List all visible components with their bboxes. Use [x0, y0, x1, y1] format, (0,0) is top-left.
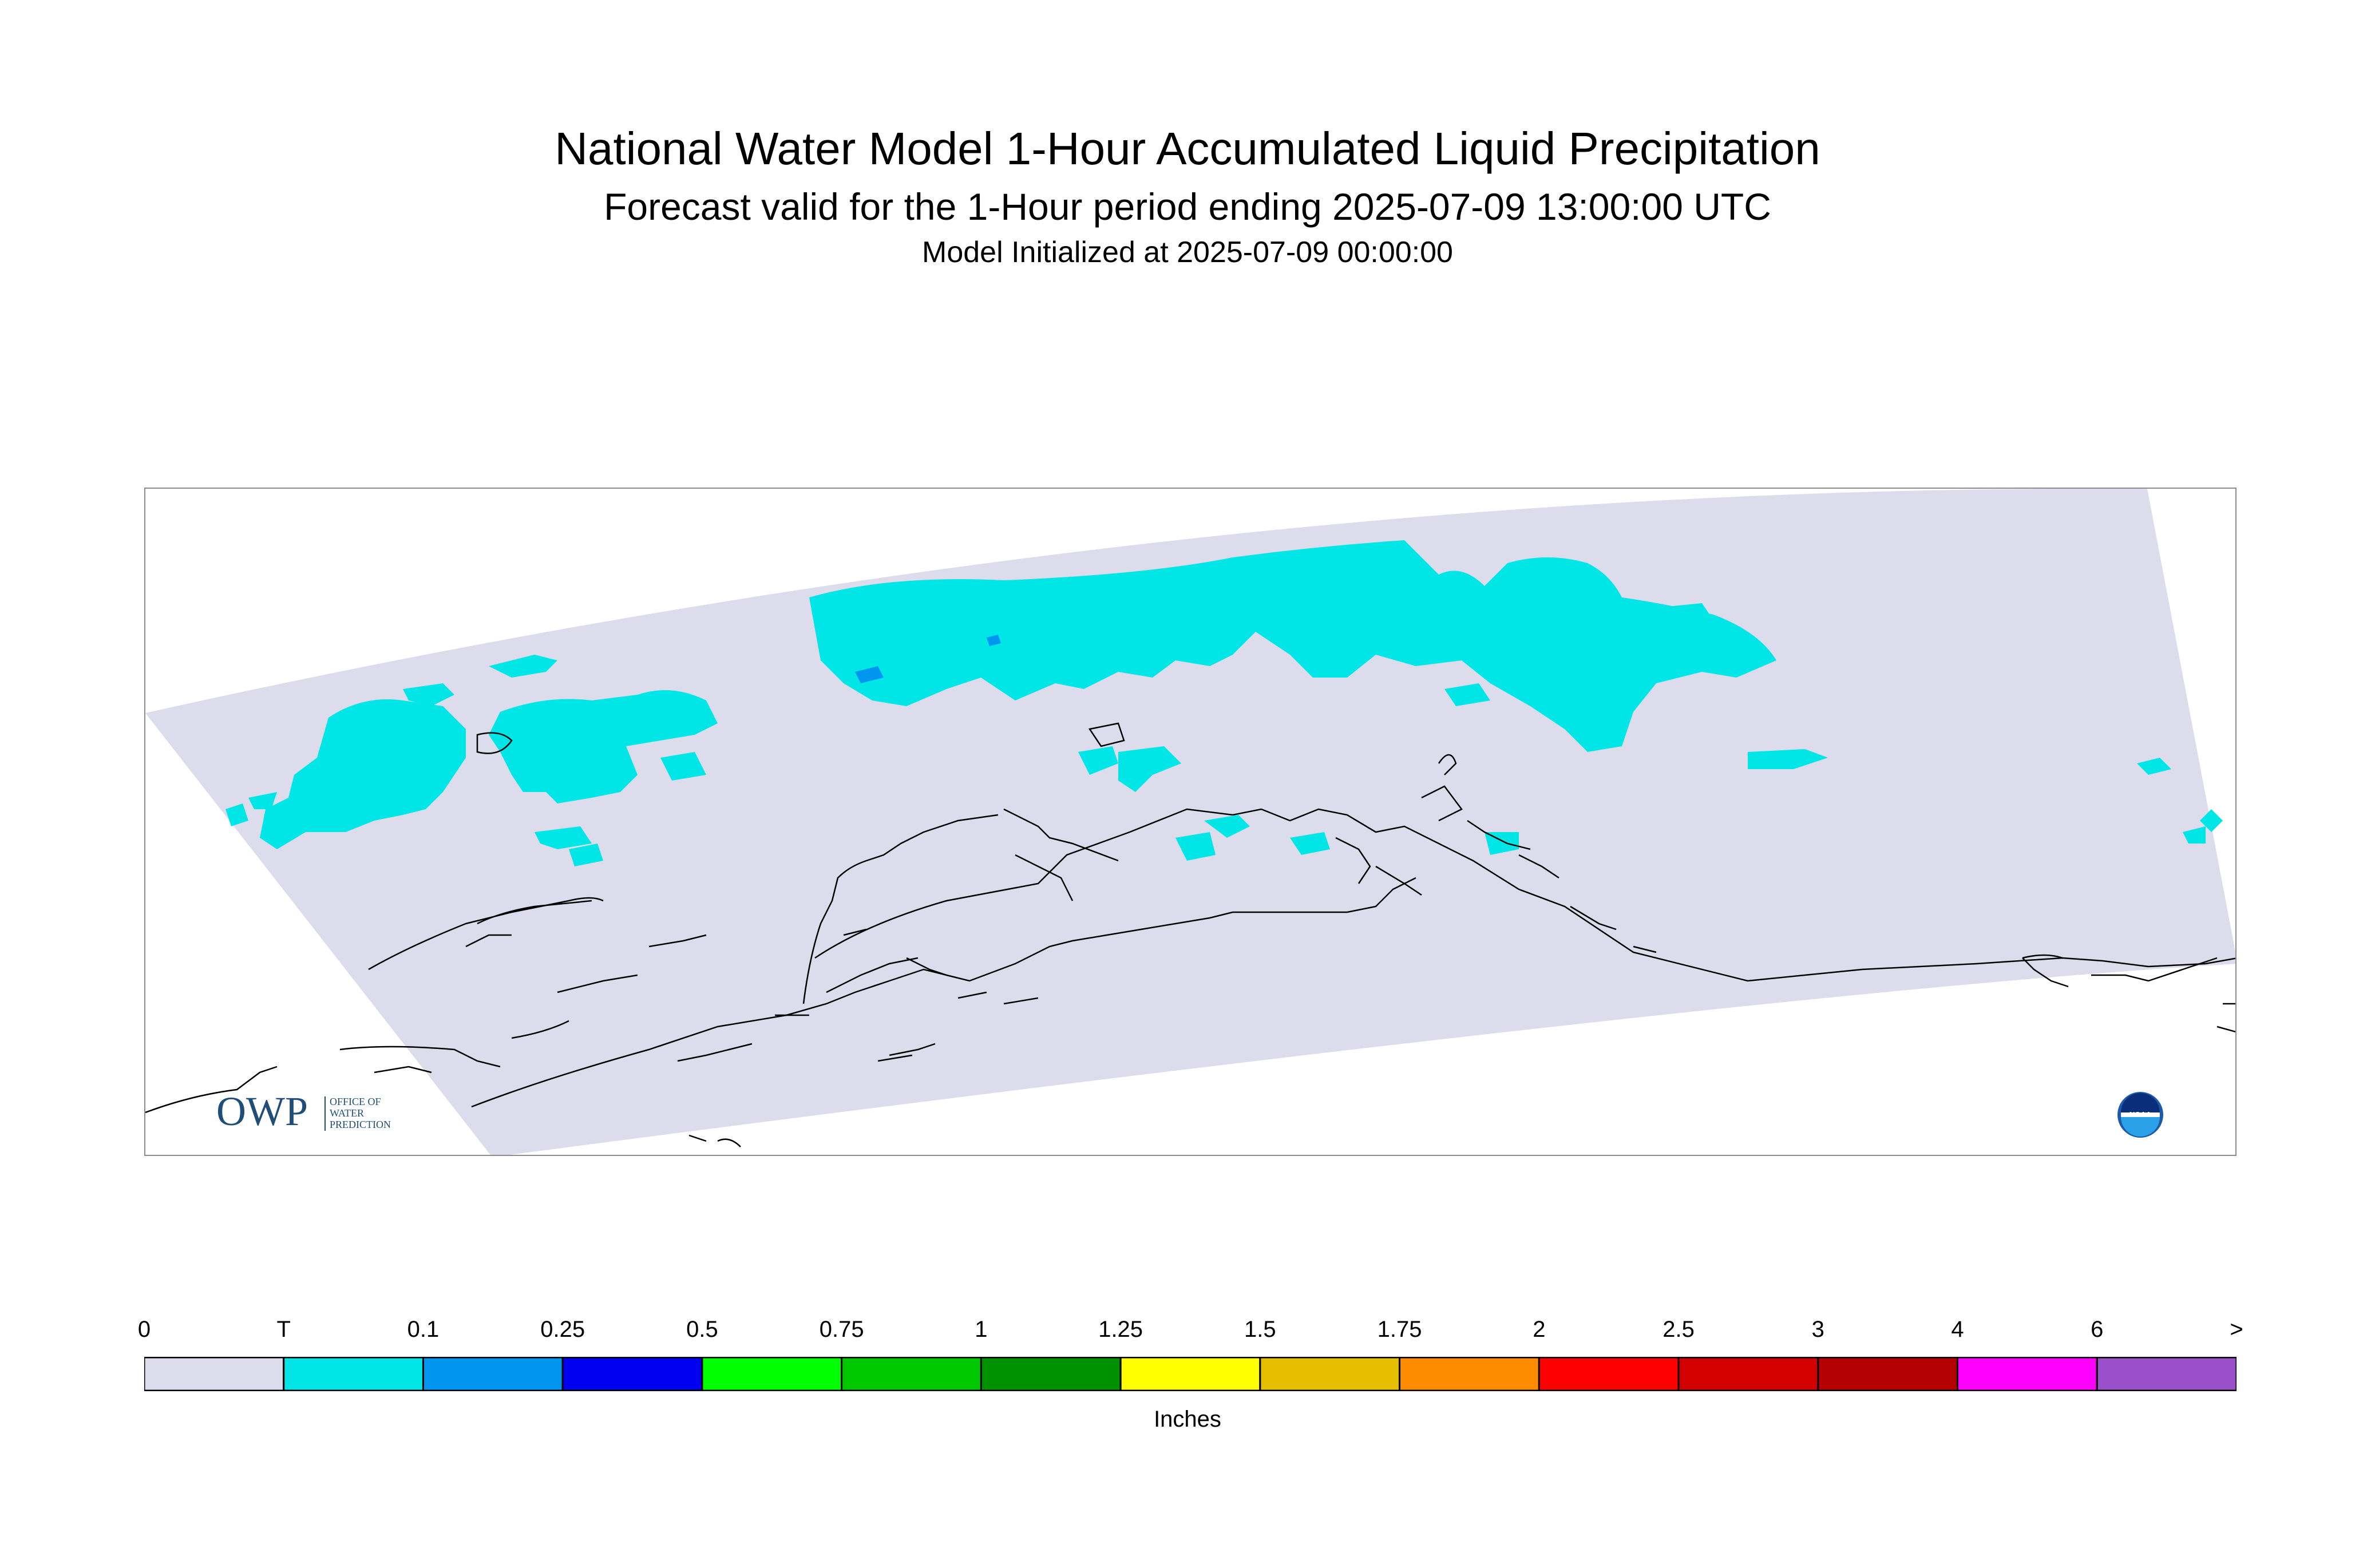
legend-swatch-7 — [1119, 1357, 1261, 1391]
legend-swatch-14 — [2096, 1357, 2237, 1391]
legend-colorbar — [144, 1357, 2237, 1391]
map-title: National Water Model 1-Hour Accumulated … — [555, 123, 1820, 174]
legend-tick-label: 0.25 — [540, 1317, 585, 1342]
legend-swatch-6 — [980, 1357, 1122, 1391]
owp-logo-line2: WATER — [330, 1107, 364, 1119]
legend-tick-label: 3 — [1811, 1317, 1824, 1342]
legend-tick-label: 1.25 — [1098, 1317, 1143, 1342]
legend-tick-label: T — [276, 1317, 291, 1342]
coastline — [145, 722, 2235, 1147]
legend-tick-label: 2 — [1533, 1317, 1546, 1342]
legend-swatch-9 — [1399, 1357, 1540, 1391]
legend-tick-label: 2.5 — [1662, 1317, 1695, 1342]
legend-tick-label: 0.75 — [819, 1317, 864, 1342]
map-frame: OWP OFFICE OF WATER PREDICTION NOAA — [144, 488, 2237, 1156]
owp-logo-mark: OWP — [216, 1088, 308, 1134]
legend-swatch-12 — [1817, 1357, 1959, 1391]
legend-swatch-5 — [841, 1357, 982, 1391]
heavier-precipitation — [855, 635, 1001, 683]
legend-swatch-3 — [561, 1357, 703, 1391]
legend-tick-label: 0.5 — [686, 1317, 718, 1342]
owp-logo-line1: OFFICE OF — [330, 1096, 381, 1107]
forecast-valid-subtitle: Forecast valid for the 1-Hour period end… — [604, 185, 1771, 228]
alaska-map: OWP OFFICE OF WATER PREDICTION NOAA — [145, 489, 2235, 1155]
legend-tick-label: 0.1 — [407, 1317, 440, 1342]
legend-tick-label: 1 — [975, 1317, 988, 1342]
map-title-block: National Water Model 1-Hour Accumulated … — [0, 120, 2375, 272]
legend-tick-label: 4 — [1951, 1317, 1964, 1342]
legend-swatch-1 — [283, 1357, 424, 1391]
legend-swatch-11 — [1677, 1357, 1819, 1391]
legend-tick-label: 6 — [2091, 1317, 2104, 1342]
legend-tick-label: 1.75 — [1377, 1317, 1422, 1342]
owp-logo: OWP OFFICE OF WATER PREDICTION — [216, 1088, 391, 1134]
legend-units-label: Inches — [1154, 1407, 1221, 1432]
model-init-subtitle: Model Initialized at 2025-07-09 00:00:00 — [922, 236, 1453, 269]
legend-tick-label: 0 — [137, 1317, 151, 1342]
legend-swatch-8 — [1259, 1357, 1401, 1391]
noaa-logo-text: NOAA — [2129, 1110, 2152, 1119]
legend-swatch-10 — [1538, 1357, 1680, 1391]
precipitation-areas — [225, 540, 2223, 866]
legend-tick-label: > — [2230, 1317, 2243, 1342]
legend-swatch-13 — [1957, 1357, 2098, 1391]
legend-swatch-4 — [701, 1357, 843, 1391]
owp-logo-line3: PREDICTION — [330, 1119, 391, 1130]
noaa-logo: NOAA — [2117, 1092, 2163, 1138]
legend-swatch-2 — [422, 1357, 564, 1391]
legend-swatch-0 — [144, 1357, 285, 1391]
legend-tick-label: 1.5 — [1244, 1317, 1276, 1342]
